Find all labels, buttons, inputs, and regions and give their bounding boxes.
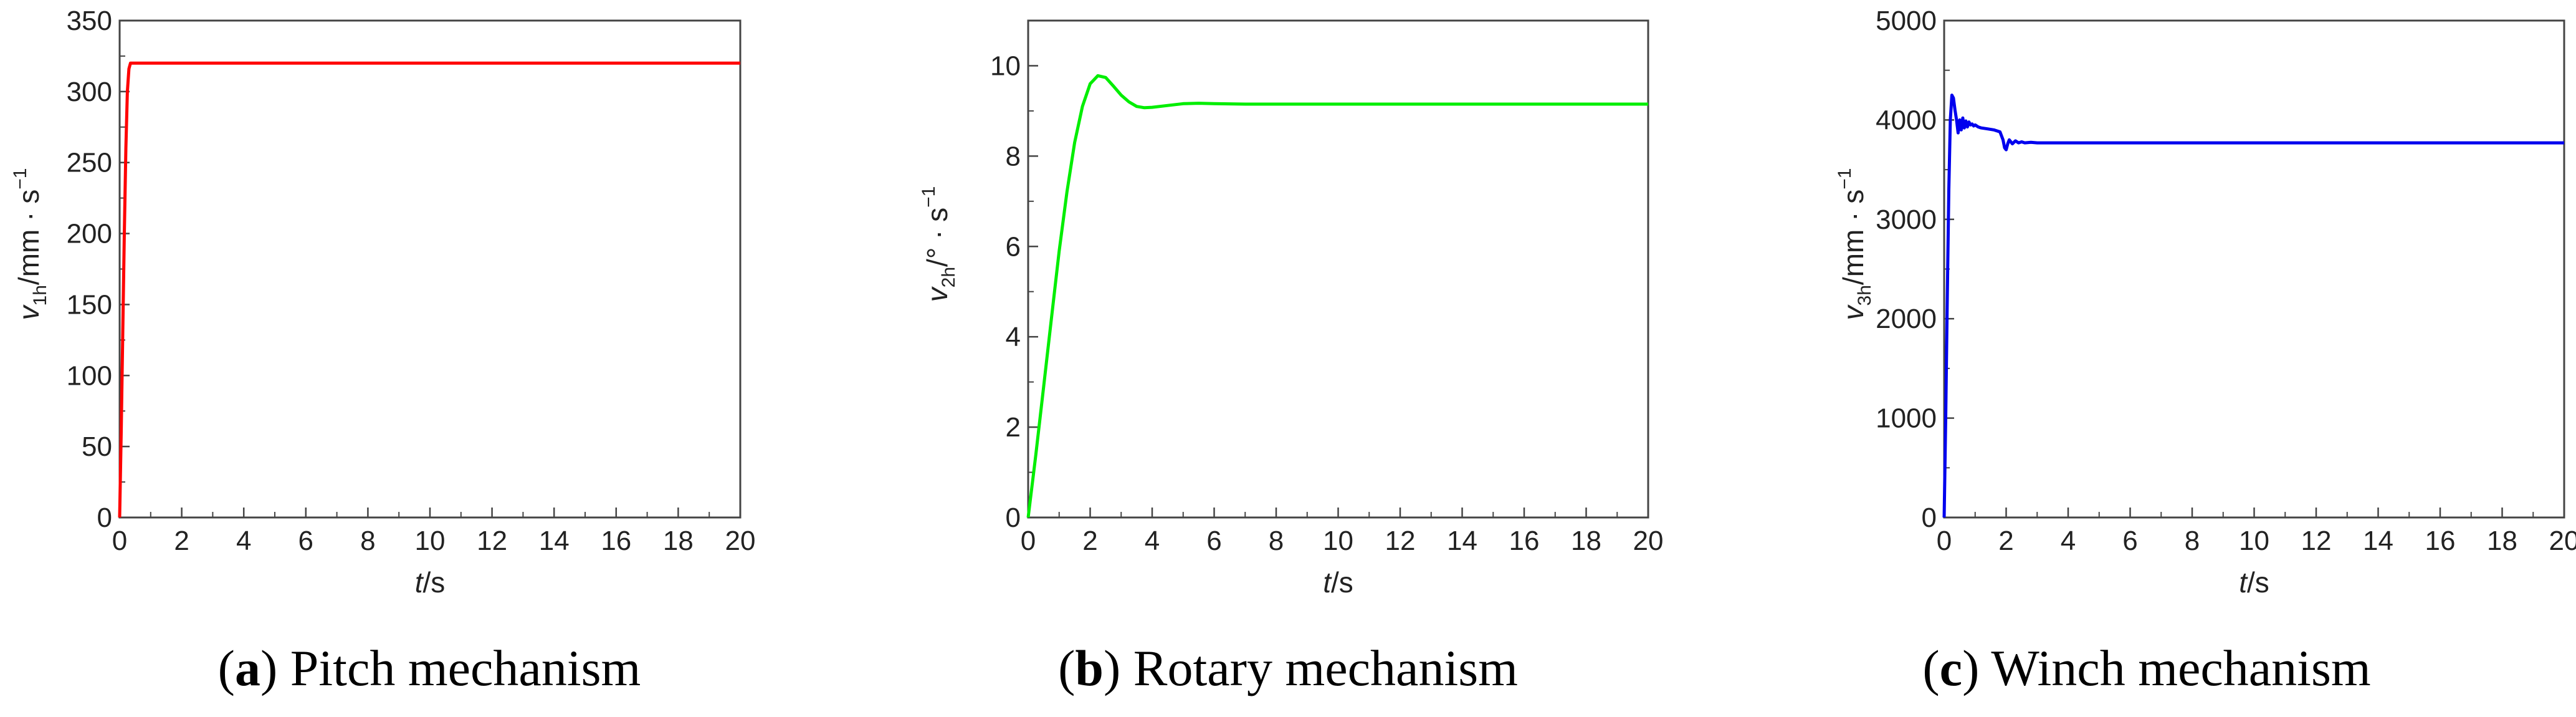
caption-letter: c: [1939, 640, 1963, 696]
y-axis-label: v1h/mm · s−1: [10, 168, 50, 320]
y-tick-label: 2: [1006, 412, 1021, 443]
x-tick-label: 10: [415, 526, 446, 556]
y-tick-label: 150: [67, 289, 112, 320]
y-tick-label: 1000: [1876, 403, 1937, 434]
caption-rotary: (b) Rotary mechanism: [1058, 640, 1518, 696]
chart-pitch: 0 2 4 6 8 10 12 14 16 18 20050100150200250300350t/…: [10, 6, 756, 599]
y-tick-label: 4000: [1876, 105, 1937, 135]
figure-rotary: 0 2 4 6 8 10 12 14 16 18 20 0 2 4 6 8 10 t/s v2h/° · s−1 (…: [859, 0, 1717, 717]
y-tick-label: 2000: [1876, 304, 1937, 334]
y-tick-label: 4: [1006, 322, 1021, 352]
caption-text: Pitch mechanism: [290, 640, 641, 696]
y-tick-label: 0: [97, 503, 112, 533]
x-tick-label: 6: [298, 526, 313, 556]
y-tick-label: 0: [1006, 503, 1021, 533]
x-tick-label: 4: [236, 526, 251, 556]
x-tick-label: 8: [1269, 526, 1284, 556]
x-tick-label: 6: [1206, 526, 1221, 556]
series-line: [1026, 74, 1648, 518]
y-tick-label: 200: [67, 219, 112, 249]
x-tick-label: 4: [2061, 526, 2076, 556]
x-tick-label: 18: [663, 526, 694, 556]
x-tick-label: 16: [601, 526, 631, 556]
x-tick-label: 0: [1021, 526, 1036, 556]
x-tick-label: 10: [1323, 526, 1353, 556]
series-line: [1942, 94, 2564, 518]
figure-pitch: 0 2 4 6 8 10 12 14 16 18 20 0 50 100 150 200 250 300 350 t/…: [0, 0, 859, 717]
y-tick-label: 0: [1922, 503, 1937, 533]
x-tick-label: 6: [2122, 526, 2137, 556]
y-tick-label: 3000: [1876, 205, 1937, 235]
x-tick-label: 14: [2363, 526, 2393, 556]
x-tick-label: 2: [1998, 526, 2013, 556]
x-tick-label: 2: [1082, 526, 1097, 556]
x-tick-label: 18: [2487, 526, 2517, 556]
y-tick-label: 6: [1006, 231, 1021, 262]
figure-winch: 0 2 4 6 8 10 12 14 16 18 20 0 1000 2000 3000 4000 5000 t/…: [1717, 0, 2576, 717]
y-tick-label: 100: [67, 360, 112, 391]
y-tick-label: 5000: [1876, 6, 1937, 36]
x-tick-label: 14: [1447, 526, 1477, 556]
x-tick-label: 0: [112, 526, 127, 556]
x-tick-label: 8: [360, 526, 375, 556]
x-axis-label: t/s: [2239, 566, 2269, 599]
caption-letter: a: [234, 640, 260, 696]
plot-frame: [118, 19, 742, 519]
y-axis-label: v3h/mm · s−1: [1834, 168, 1875, 320]
caption-letter: b: [1075, 640, 1104, 696]
y-tick-label: 8: [1006, 141, 1021, 171]
x-tick-label: 16: [1509, 526, 1540, 556]
x-tick-label: 12: [477, 526, 507, 556]
x-axis-label: t/s: [415, 566, 446, 599]
chart-winch: 0 2 4 6 8 10 12 14 16 18 20 0 1000 2000 3000 4000 5000 t/…: [1834, 6, 2576, 599]
caption-text: Winch mechanism: [1991, 640, 2371, 696]
y-tick-label: 250: [67, 148, 112, 178]
x-tick-label: 2: [174, 526, 189, 556]
x-tick-label: 12: [2301, 526, 2332, 556]
x-tick-label: 10: [2239, 526, 2269, 556]
y-axis-label: v2h/° · s−1: [918, 186, 959, 302]
x-tick-label: 12: [1385, 526, 1416, 556]
x-tick-label: 8: [2185, 526, 2200, 556]
x-tick-label: 16: [2425, 526, 2456, 556]
caption-pitch: (a) Pitch mechanism: [217, 640, 641, 696]
x-tick-label: 4: [1145, 526, 1160, 556]
x-axis-label: t/s: [1323, 566, 1353, 599]
x-tick-label: 0: [1937, 526, 1952, 556]
y-tick-label: 10: [990, 51, 1021, 81]
x-tick-label: 14: [539, 526, 570, 556]
caption-winch: (c) Winch mechanism: [1922, 640, 2371, 696]
x-tick-label: 20: [725, 526, 756, 556]
plot-frame: [1943, 19, 2565, 519]
caption-text: Rotary mechanism: [1133, 640, 1518, 696]
y-tick-label: 350: [67, 6, 112, 36]
y-tick-label: 50: [82, 431, 112, 462]
x-tick-label: 20: [1633, 526, 1664, 556]
series-line: [118, 61, 740, 518]
x-tick-label: 18: [1571, 526, 1601, 556]
chart-rotary: 0 2 4 6 8 10 12 14 16 18 20 0 2 4 6 8 10 t/s v2h/° · s−1: [918, 19, 1664, 599]
x-tick-label: 20: [2549, 526, 2576, 556]
y-tick-label: 300: [67, 77, 112, 107]
